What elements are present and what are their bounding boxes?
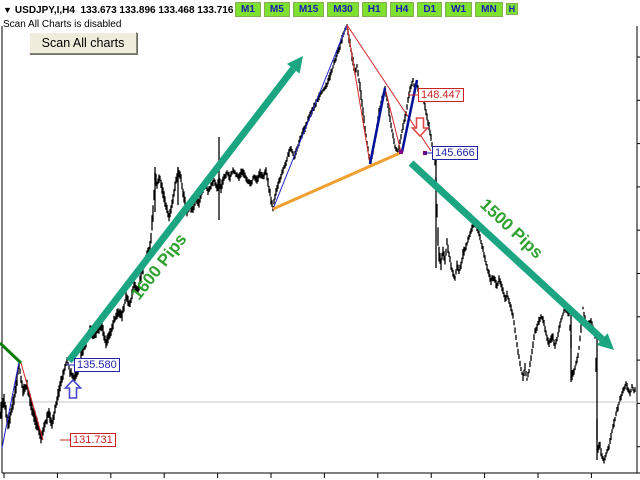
price-level-label[interactable]: 135.580 xyxy=(74,358,120,372)
zigzag-trendlines[interactable] xyxy=(0,24,432,449)
symbol-dropdown-icon[interactable]: ▼ xyxy=(3,5,12,15)
timeframe-button-H1[interactable]: H1 xyxy=(361,2,387,17)
timeframe-button-M30[interactable]: M30 xyxy=(327,2,359,17)
signal-arrow-down-icon xyxy=(410,117,430,138)
chart-header: ▼ USDJPY,I,H4 133.673 133.896 133.468 13… xyxy=(3,3,233,17)
price-level-label[interactable]: 148.447 xyxy=(418,88,464,102)
timeframe-button-H[interactable]: H xyxy=(505,3,519,15)
timeframe-button-W1[interactable]: W1 xyxy=(445,2,473,17)
timeframe-button-MN[interactable]: MN xyxy=(475,2,503,17)
trend-arrow-down[interactable] xyxy=(408,160,614,350)
scan-all-charts-button[interactable]: Scan All charts xyxy=(29,32,137,54)
timeframe-button-M5[interactable]: M5 xyxy=(263,2,290,17)
price-level-label[interactable]: 145.666 xyxy=(432,146,478,160)
signal-arrow-up-icon xyxy=(63,378,83,399)
timeframe-button-D1[interactable]: D1 xyxy=(417,2,443,17)
price-level-label[interactable]: 131.731 xyxy=(70,433,116,447)
candle-wicks xyxy=(154,137,598,460)
trend-arrow-up[interactable] xyxy=(66,56,303,364)
chart-frame xyxy=(1,26,640,478)
timeframe-toolbar: M1 M5 M15 M30 H1 H4 D1 W1 MN H xyxy=(235,2,521,17)
symbol-ohlc-text: USDJPY,I,H4 133.673 133.896 133.468 133.… xyxy=(14,4,234,16)
swing-point-dot xyxy=(399,150,403,154)
timeframe-button-M1[interactable]: M1 xyxy=(235,2,261,17)
scan-status-text: Scan All Charts is disabled xyxy=(3,19,122,30)
timeframe-button-H4[interactable]: H4 xyxy=(389,2,415,17)
timeframe-button-M15[interactable]: M15 xyxy=(292,2,325,17)
